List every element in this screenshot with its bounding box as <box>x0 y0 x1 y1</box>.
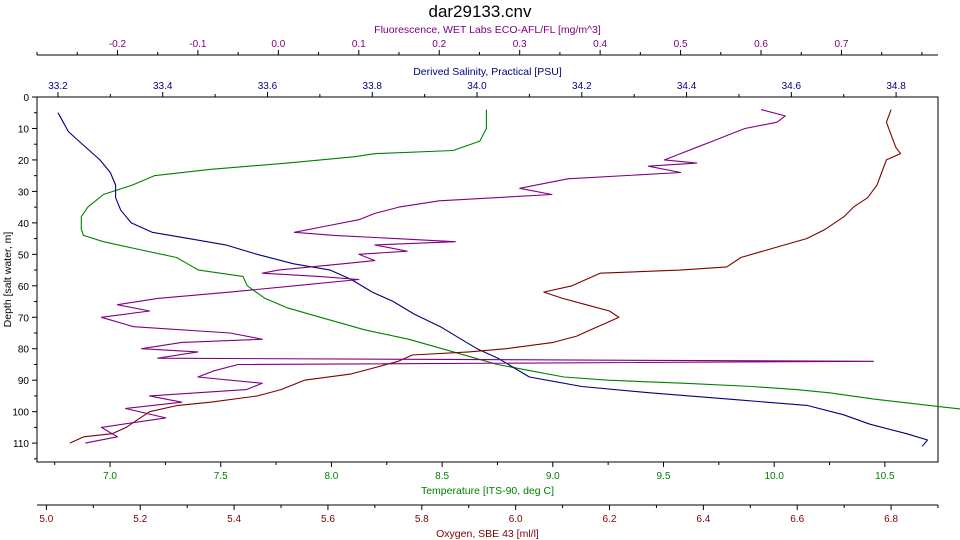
oxy-tick-label: 6.0 <box>509 514 523 525</box>
sal-series-line <box>57 112 929 447</box>
sal-tick-label: 34.0 <box>467 81 487 92</box>
oxy-tick-label: 6.6 <box>790 514 804 525</box>
temp-tick-label: 9.0 <box>546 471 560 482</box>
fluor-tick-label: -0.1 <box>189 39 207 50</box>
oxy-tick-label: 5.6 <box>321 514 335 525</box>
sal-tick-label: 34.8 <box>886 81 906 92</box>
temp-tick-label: 10.5 <box>875 471 895 482</box>
fluor-tick-label: 0.1 <box>352 39 366 50</box>
temp-tick-label: 10.0 <box>764 471 784 482</box>
oxy-tick-label: 5.2 <box>133 514 147 525</box>
fluor-series-line <box>85 109 875 444</box>
y-tick-label: 10 <box>18 124 30 135</box>
fluor-tick-label: 0.3 <box>513 39 527 50</box>
temp-tick-label: 7.0 <box>103 471 117 482</box>
temp-series-line <box>80 109 960 410</box>
y-tick-label: 60 <box>18 282 30 293</box>
oxy-tick-label: 6.4 <box>696 514 710 525</box>
axes: 0 10 20 30 40 50 60 70 80 90 100 110 Depth [salt wat… <box>2 24 939 540</box>
sal-tick-label: 33.6 <box>258 81 278 92</box>
fluor-tick-label: 0.7 <box>835 39 849 50</box>
fluor-tick-label: 0.4 <box>593 39 607 50</box>
y-axis-label: Depth [salt water, m] <box>2 232 14 328</box>
fluor-tick-label: -0.2 <box>109 39 127 50</box>
oxy-tick-label: 6.2 <box>603 514 617 525</box>
y-tick-label: 40 <box>18 219 30 230</box>
oxy-tick-label: 6.8 <box>884 514 898 525</box>
sal-tick-label: 34.4 <box>677 81 697 92</box>
series-lines <box>57 109 960 447</box>
y-tick-label: 70 <box>18 313 30 324</box>
y-tick-label: 50 <box>18 250 30 261</box>
fluor-tick-label: 0.5 <box>674 39 688 50</box>
sal-tick-label: 34.6 <box>782 81 802 92</box>
fluor-axis-label: Fluorescence, WET Labs ECO-AFL/FL [mg/m^… <box>374 24 601 36</box>
temp-tick-label: 7.5 <box>214 471 228 482</box>
temp-tick-label: 9.5 <box>657 471 671 482</box>
fluor-tick-label: 0.0 <box>271 39 285 50</box>
chart-title: dar29133.cnv <box>428 2 532 21</box>
fluor-tick-label: 0.2 <box>432 39 446 50</box>
oxy-tick-label: 5.8 <box>415 514 429 525</box>
sal-tick-label: 33.2 <box>48 81 68 92</box>
temp-tick-label: 8.0 <box>324 471 338 482</box>
temp-axis-label: Temperature [ITS-90, deg C] <box>421 485 554 497</box>
oxy-tick-label: 5.4 <box>227 514 241 525</box>
sal-tick-label: 33.4 <box>153 81 173 92</box>
oxy-tick-label: 5.0 <box>39 514 53 525</box>
y-tick-label: 20 <box>18 156 30 167</box>
oxy-axis-label: Oxygen, SBE 43 [ml/l] <box>436 528 539 540</box>
y-tick-label: 80 <box>18 345 30 356</box>
sal-axis-label: Derived Salinity, Practical [PSU] <box>413 66 562 78</box>
y-tick-label: 100 <box>12 408 29 419</box>
y-tick-label: 90 <box>18 376 30 387</box>
y-tick-label: 0 <box>23 93 29 104</box>
sal-tick-label: 33.8 <box>363 81 383 92</box>
sal-tick-label: 34.2 <box>572 81 592 92</box>
y-tick-label: 30 <box>18 187 30 198</box>
y-tick-label: 110 <box>13 439 29 450</box>
oxy-series-line <box>69 109 902 444</box>
fluor-tick-label: 0.6 <box>754 39 768 50</box>
temp-tick-label: 8.5 <box>435 471 449 482</box>
